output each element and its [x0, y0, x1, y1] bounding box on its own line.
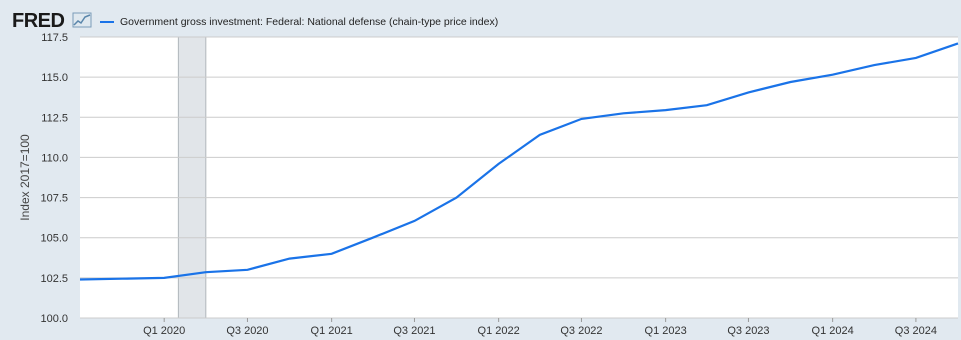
- x-tick-label: Q3 2020: [226, 325, 268, 337]
- x-tick-label: Q1 2021: [311, 325, 353, 337]
- y-axis-title: Index 2017=100: [18, 134, 32, 221]
- y-tick-label: 112.5: [41, 112, 68, 124]
- y-tick-label: 105.0: [40, 233, 68, 245]
- legend-swatch: [100, 21, 114, 23]
- fred-logo: FRED: [12, 10, 65, 32]
- y-tick-label: 110.0: [41, 152, 68, 164]
- y-tick-label: 102.5: [40, 273, 68, 285]
- series-line: [79, 42, 959, 281]
- legend: Government gross investment: Federal: Na…: [100, 16, 498, 28]
- x-tick-label: Q3 2023: [727, 325, 769, 337]
- y-tick-label: 100.0: [40, 313, 68, 325]
- recession-shade: [177, 36, 207, 319]
- x-tick-label: Q3 2024: [895, 325, 937, 337]
- fred-line-chart-icon: [72, 12, 92, 28]
- x-tick-label: Q1 2024: [812, 325, 854, 337]
- y-tick-label: 117.5: [41, 32, 68, 44]
- x-tick-label: Q1 2020: [143, 325, 185, 337]
- x-tick-label: Q1 2022: [478, 325, 520, 337]
- x-tick-label: Q3 2022: [560, 325, 602, 337]
- x-tick-label: Q1 2023: [645, 325, 687, 337]
- x-tick-label: Q3 2021: [393, 325, 435, 337]
- legend-label: Government gross investment: Federal: Na…: [120, 16, 499, 28]
- y-tick-label: 115.0: [41, 72, 68, 84]
- plot-area: [80, 37, 958, 318]
- y-tick-label: 107.5: [40, 193, 68, 205]
